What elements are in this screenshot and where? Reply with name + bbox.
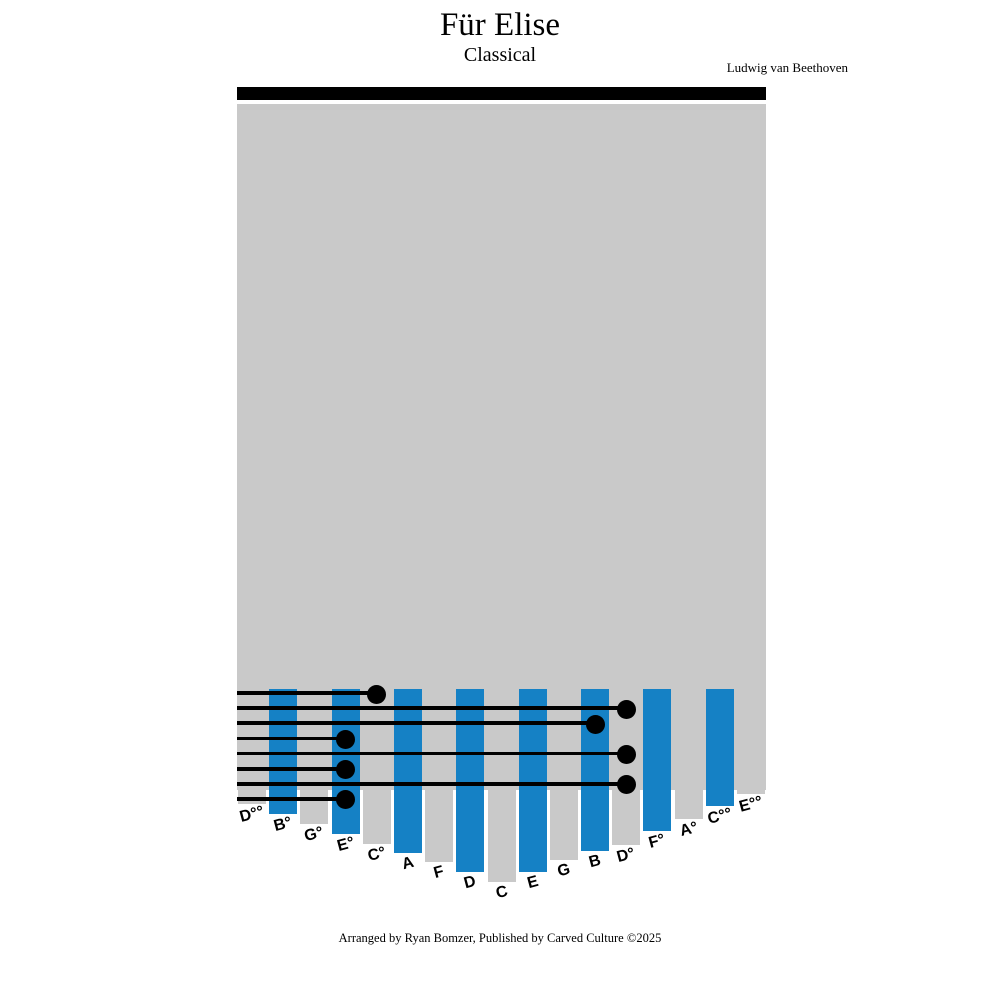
genre-subtitle: Classical [463, 44, 537, 66]
tine-label-doo: D°° [237, 803, 266, 826]
tine-go [300, 790, 329, 824]
tine-label-f: F [432, 863, 446, 882]
tine-e [518, 688, 547, 872]
tine-do [612, 790, 641, 845]
tine-label-d: D [462, 872, 478, 893]
tine-a [393, 688, 422, 853]
tine-d [456, 688, 485, 872]
tine-b [581, 688, 610, 851]
note-line-2 [236, 706, 627, 711]
composer-name: Ludwig van Beethoven [726, 60, 848, 75]
tine-ao [674, 790, 703, 819]
note-dot-7 [616, 775, 636, 795]
tine-label-bo: B° [272, 813, 295, 836]
tine-label-b: B [587, 851, 603, 872]
tine-label-eo: E° [335, 834, 356, 855]
note-line-7 [236, 781, 627, 786]
tine-label-fo: F° [647, 831, 668, 852]
tine-co [362, 790, 391, 844]
tine-label-eoo: E°° [737, 793, 765, 816]
tine-eoo [736, 790, 765, 794]
kalimba-body [236, 103, 766, 790]
note-dot-3 [585, 714, 605, 734]
tine-coo [705, 688, 734, 806]
tine-label-coo: C°° [705, 805, 734, 828]
tine-label-a: A [400, 853, 416, 874]
note-line-8 [236, 797, 346, 801]
note-dot-6 [336, 760, 356, 780]
tine-g [549, 790, 578, 860]
note-line-1 [236, 691, 377, 695]
song-title: Für Elise [439, 7, 561, 43]
note-dot-8 [336, 790, 356, 810]
note-line-3 [236, 721, 596, 726]
note-dot-1 [367, 684, 387, 704]
note-dot-2 [616, 699, 636, 719]
kalimba-top-bar [236, 87, 766, 100]
tine-label-co: C° [365, 843, 388, 866]
tine-label-g: G [555, 860, 572, 881]
tine-label-e: E [525, 872, 540, 893]
note-dot-5 [616, 745, 636, 765]
tine-c [487, 790, 516, 882]
tine-label-ao: A° [677, 818, 700, 841]
tine-fo [643, 688, 672, 831]
note-line-4 [236, 736, 346, 741]
note-line-5 [236, 751, 627, 756]
note-dot-4 [336, 729, 356, 749]
tine-label-c: C [493, 882, 510, 903]
note-line-6 [236, 766, 346, 771]
tine-label-do: D° [615, 844, 637, 867]
credits-footer: Arranged by Ryan Bomzer, Published by Ca… [338, 931, 662, 945]
tine-f [425, 790, 454, 862]
tine-label-go: G° [303, 823, 326, 846]
